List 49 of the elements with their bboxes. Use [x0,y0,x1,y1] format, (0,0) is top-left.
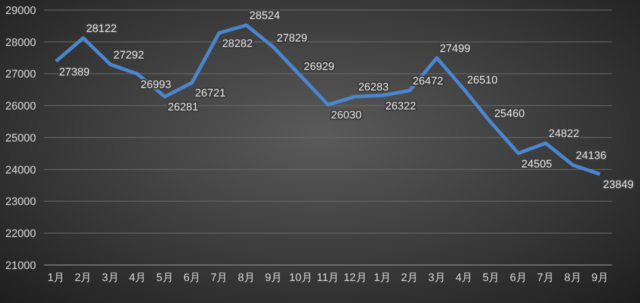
x-tick-label: 2月 [74,272,92,284]
data-label: 24505 [521,158,552,170]
y-tick-label: 23000 [5,196,36,208]
x-tick-label: 9月 [591,272,609,284]
x-tick-label: 8月 [564,272,582,284]
x-tick-label: 3月 [428,272,446,284]
data-label: 27292 [113,49,144,62]
x-tick-label: 11月 [316,272,340,284]
x-tick-label: 6月 [183,272,201,284]
x-tick-label: 1月 [374,272,391,284]
y-tick-label: 25000 [5,132,36,144]
data-label: 26929 [304,61,334,74]
x-tick-label: 7月 [210,272,228,284]
data-label: 26283 [358,82,389,94]
y-tick-label: 21000 [5,260,36,272]
x-tick-label: 10月 [289,272,312,284]
x-tick-label: 8月 [238,272,255,284]
y-tick-label: 26000 [5,100,36,113]
data-label: 26510 [467,74,498,86]
data-label: 26721 [195,88,226,100]
x-tick-label: 5月 [482,272,500,284]
data-label: 27829 [276,32,308,44]
data-label: 28524 [249,10,280,22]
data-label: 26322 [385,100,416,112]
y-tick-label: 24000 [5,164,36,176]
data-label: 24822 [548,128,580,140]
x-tick-label: 1月 [47,272,65,284]
x-tick-label: 4月 [455,272,473,284]
data-label: 23849 [603,179,634,192]
data-label: 27389 [59,66,90,78]
data-label: 25460 [494,108,525,120]
y-tick-label: 27000 [5,68,36,81]
data-label: 26281 [168,102,198,114]
y-tick-label: 22000 [5,228,36,240]
x-tick-label: 5月 [156,272,174,284]
x-tick-label: 6月 [510,272,527,284]
x-tick-label: 2月 [401,272,418,284]
y-tick-label: 28000 [5,36,36,49]
x-tick-label: 12月 [344,272,367,284]
x-tick-label: 4月 [129,272,146,284]
x-tick-label: 3月 [102,272,119,284]
data-label: 24136 [576,150,606,162]
y-tick-label: 29000 [5,4,36,17]
data-label: 28122 [86,22,117,35]
x-tick-label: 7月 [537,272,554,284]
x-tick-label: 9月 [265,272,282,284]
data-label: 27499 [440,42,470,55]
data-label: 28282 [222,38,253,50]
data-label: 26030 [331,110,362,122]
